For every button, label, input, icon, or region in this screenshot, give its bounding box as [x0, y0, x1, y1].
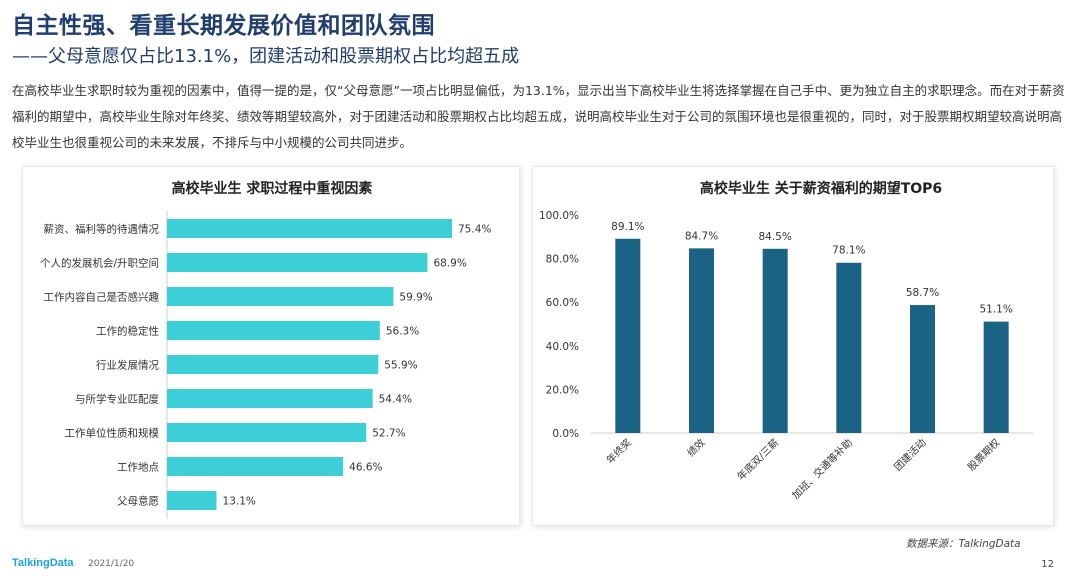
- category-label: 工作单位性质和规模: [65, 427, 160, 440]
- brand-logo: TalkingData: [12, 557, 74, 569]
- bar: [615, 238, 641, 433]
- bar: [167, 321, 380, 340]
- category-label: 工作内容自己是否感兴趣: [44, 291, 160, 304]
- data-label: 84.5%: [758, 231, 791, 243]
- bar: [836, 262, 862, 433]
- category-label: 个人的发展机会/升职空间: [40, 257, 159, 270]
- page-subtitle: ——父母意愿仅占比13.1%，团建活动和股票期权占比均超五成: [12, 46, 520, 67]
- bar: [983, 321, 1009, 433]
- bar: [167, 287, 394, 306]
- x-tick-label: 股票期权: [965, 436, 1002, 473]
- report-date: 2021/1/20: [88, 559, 135, 569]
- x-tick-label: 团建活动: [891, 436, 928, 473]
- chart-title: 高校毕业生 关于薪资福利的期望TOP6: [700, 180, 942, 197]
- category-label: 工作地点: [117, 461, 159, 474]
- data-label: 55.9%: [384, 360, 417, 372]
- intro-paragraph: 在高校毕业生求职时较为重视的因素中，值得一提的是，仅“父母意愿”一项占比明显偏低…: [12, 83, 1065, 150]
- data-label: 68.9%: [433, 258, 466, 270]
- y-tick-label: 100.0%: [539, 210, 579, 222]
- data-label: 52.7%: [372, 428, 405, 440]
- right-chart-panel: 高校毕业生 关于薪资福利的期望TOP6 0.0% 20.0% 40.0% 60.0% 80…: [532, 166, 1054, 526]
- category-label: 与所学专业匹配度: [75, 393, 159, 406]
- y-tick-label: 80.0%: [546, 254, 579, 266]
- data-label: 89.1%: [611, 221, 644, 233]
- bar: [689, 248, 714, 433]
- data-label: 58.7%: [906, 287, 939, 299]
- data-label: 84.7%: [685, 230, 718, 242]
- data-label: 51.1%: [979, 304, 1012, 316]
- bar: [167, 253, 428, 272]
- x-tick-label: 加班、交通等补助: [789, 436, 855, 502]
- category-label: 工作的稳定性: [96, 325, 159, 338]
- y-tick-label: 0.0%: [552, 428, 579, 440]
- x-tick-label: 绩效: [684, 436, 707, 459]
- data-label: 78.1%: [832, 245, 865, 257]
- data-label: 75.4%: [458, 224, 491, 236]
- x-tick-label: 年底双/三薪: [734, 436, 781, 483]
- data-label: 54.4%: [379, 394, 412, 406]
- y-tick-label: 20.0%: [546, 384, 579, 396]
- x-tick-label: 年终奖: [604, 436, 634, 466]
- bar: [167, 457, 344, 476]
- y-tick-label: 60.0%: [546, 297, 579, 309]
- category-label: 父母意愿: [117, 495, 159, 508]
- page-number: 12: [1041, 559, 1054, 570]
- data-label: 46.6%: [349, 462, 382, 474]
- bar: [910, 305, 935, 433]
- data-label: 13.1%: [223, 496, 256, 508]
- page-title: 自主性强、看重长期发展价值和团队氛围: [12, 13, 435, 39]
- category-label: 薪资、福利等的待遇情况: [44, 223, 160, 236]
- data-label: 59.9%: [399, 292, 432, 304]
- data-label: 56.3%: [386, 326, 419, 338]
- data-source: 数据来源：TalkingData: [906, 538, 1021, 550]
- category-label: 行业发展情况: [96, 359, 159, 372]
- bar: [167, 355, 379, 374]
- bar: [167, 491, 217, 510]
- vbar-chart: 高校毕业生 关于薪资福利的期望TOP6 0.0% 20.0% 40.0% 60.0% 80…: [539, 180, 1033, 502]
- chart-title: 高校毕业生 求职过程中重视因素: [172, 180, 373, 197]
- bar: [167, 423, 367, 442]
- bar: [167, 389, 373, 408]
- bar: [762, 248, 788, 433]
- left-chart-panel: 高校毕业生 求职过程中重视因素薪资、福利等的待遇情况 75.4% 个人的发展机会/升…: [22, 166, 520, 526]
- bar: [167, 219, 453, 238]
- y-tick-label: 40.0%: [546, 341, 579, 353]
